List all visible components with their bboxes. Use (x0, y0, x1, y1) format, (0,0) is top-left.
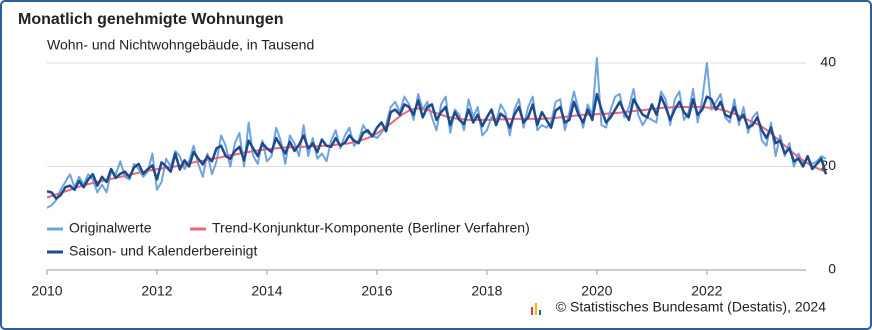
legend-bg (45, 219, 183, 239)
legend-bg (188, 219, 573, 239)
x-tick-label: 2018 (471, 283, 502, 299)
y-tick-label: 0 (828, 261, 836, 277)
legend-label: Saison- und Kalenderbereinigt (69, 243, 257, 259)
chart-title: Monatlich genehmigte Wohnungen (18, 11, 283, 28)
x-tick-label: 2022 (691, 283, 722, 299)
series-line (46, 92, 828, 200)
x-tick-label: 2012 (141, 283, 172, 299)
x-tick-label: 2016 (361, 283, 392, 299)
legend-bg (45, 242, 183, 262)
source-icon (531, 303, 541, 315)
y-tick-label: 40 (820, 54, 836, 70)
legend-label: Originalwerte (69, 220, 152, 236)
x-tick-label: 2014 (251, 283, 282, 299)
source: © Statistisches Bundesamt (Destatis), 20… (556, 299, 826, 315)
legend-label: Trend-Konjunktur-Komponente (Berliner Ve… (212, 220, 530, 236)
chart-subtitle: Wohn- und Nichtwohngebäude, in Tausend (47, 37, 314, 53)
x-tick-label: 2020 (581, 283, 612, 299)
x-tick-label: 2010 (31, 283, 62, 299)
